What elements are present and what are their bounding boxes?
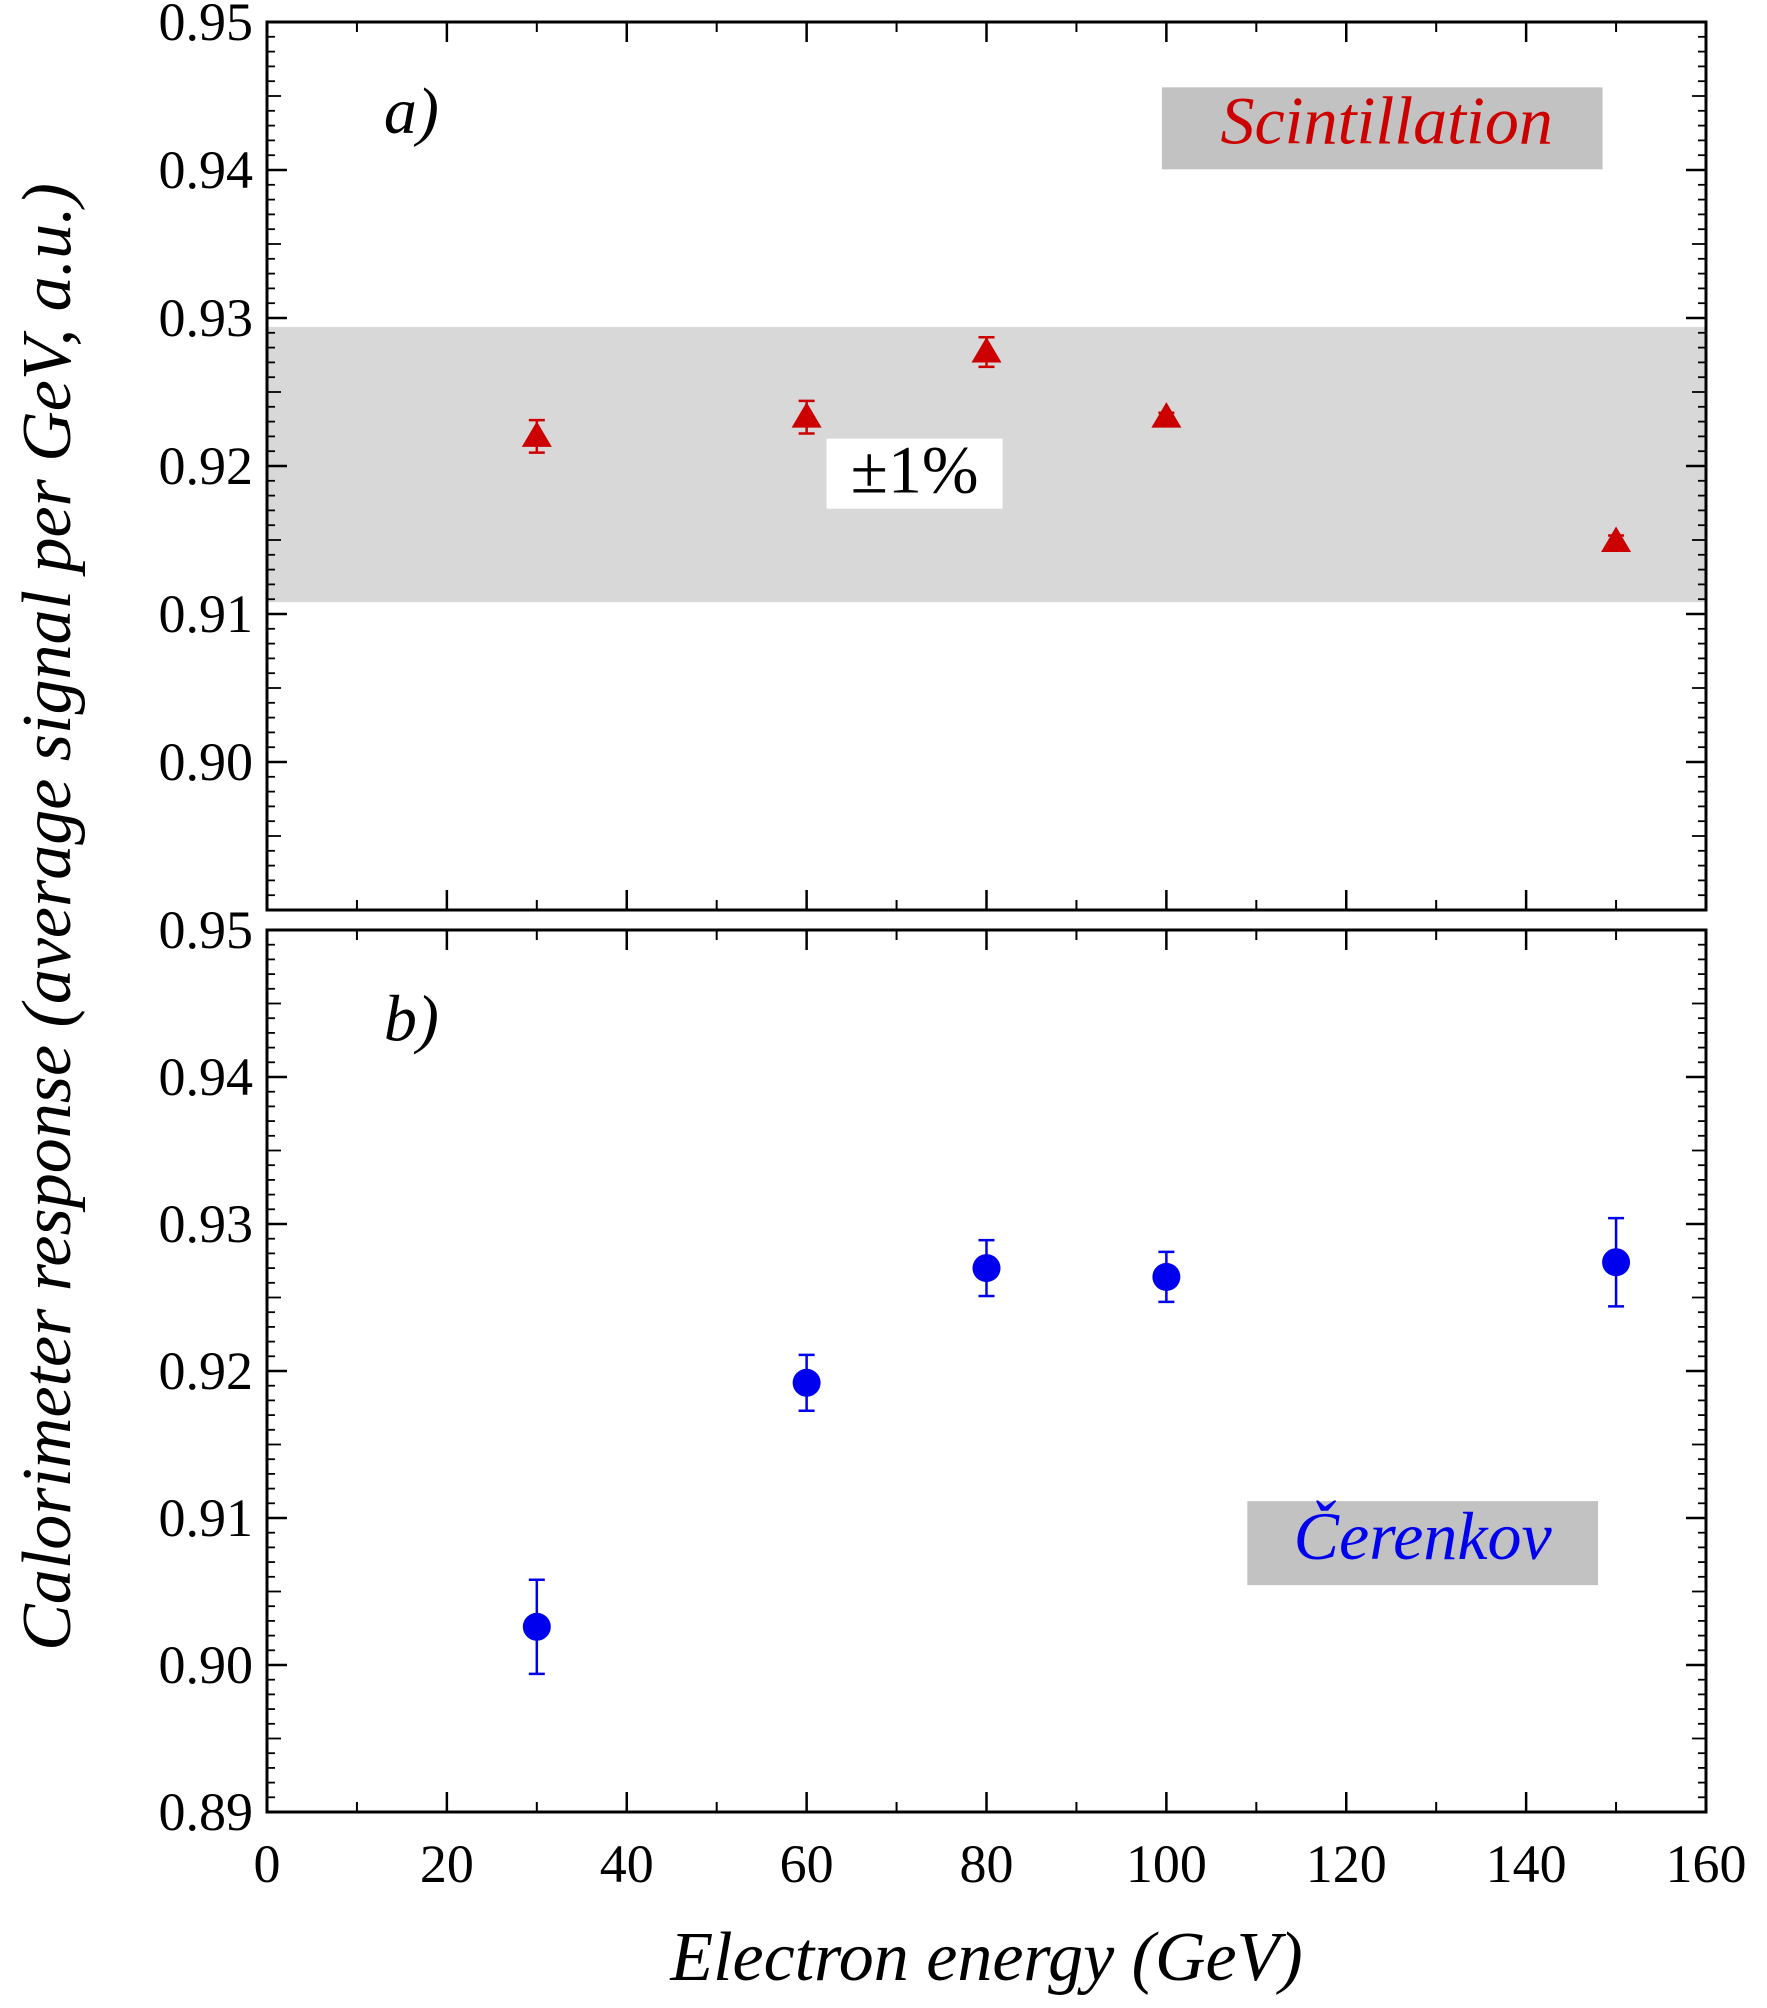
data-points-cerenkov	[522, 1216, 1631, 1676]
data-point	[972, 1238, 1001, 1298]
y-tick-label: 0.92	[159, 1341, 254, 1401]
y-tick-label: 0.94	[159, 140, 254, 200]
y-tick-label: 0.91	[159, 1488, 254, 1548]
data-point	[1152, 1250, 1181, 1304]
y-tick-labels-panel-a: 0.95 0.94 0.93 0.92 0.91 0.90	[159, 0, 254, 792]
x-tick-label: 140	[1486, 1834, 1567, 1894]
plot-frame-a	[265, 20, 1708, 912]
y-tick-label: 0.93	[159, 1194, 254, 1254]
triangle-marker	[791, 402, 822, 428]
data-point	[971, 335, 1002, 369]
triangle-marker	[1601, 526, 1632, 552]
data-point	[1151, 402, 1182, 428]
band-label: ±1%	[851, 432, 979, 508]
circle-marker	[1152, 1262, 1181, 1291]
y-tick-label: 0.95	[159, 0, 254, 52]
x-tick-label: 20	[420, 1834, 474, 1894]
y-axis-title: Calorimeter response (average signal per…	[9, 183, 86, 1651]
series-label-cerenkov: Čerenkov	[1294, 1498, 1553, 1574]
data-point	[1601, 526, 1632, 552]
circle-marker	[792, 1368, 821, 1397]
y-tick-label: 0.94	[159, 1047, 254, 1107]
data-point	[792, 1353, 821, 1412]
y-tick-label: 0.90	[159, 1635, 254, 1695]
x-tick-label: 0	[254, 1834, 281, 1894]
panel-b: 0.95 0.94 0.93 0.92 0.91 0.90 0.89 b) Čerenkov	[159, 900, 1708, 1842]
x-tick-label: 100	[1126, 1834, 1207, 1894]
plot-frame-b	[265, 928, 1708, 1814]
y-tick-label: 0.91	[159, 584, 254, 644]
data-point	[522, 1578, 551, 1676]
series-label-background-b	[1247, 1501, 1599, 1586]
data-point	[791, 399, 822, 435]
y-tick-label: 0.95	[159, 900, 254, 960]
x-tick-label: 60	[780, 1834, 834, 1894]
x-axis-title: Electron energy (GeV)	[669, 1919, 1302, 1996]
triangle-marker	[971, 337, 1002, 363]
series-label-background-a	[1161, 87, 1603, 170]
x-tick-label: 160	[1666, 1834, 1747, 1894]
triangle-marker	[521, 421, 552, 447]
y-tick-label: 0.92	[159, 436, 254, 496]
x-tick-labels: 0 20 40 60 80 100 120 140 160	[254, 1834, 1747, 1894]
y-tick-label: 0.93	[159, 288, 254, 348]
panel-label-a: a)	[384, 75, 439, 148]
data-point	[521, 418, 552, 454]
y-tick-labels-panel-b: 0.95 0.94 0.93 0.92 0.91 0.90 0.89	[159, 900, 254, 1842]
x-tick-label: 80	[960, 1834, 1014, 1894]
panel-label-b: b)	[384, 982, 439, 1055]
band-label-background	[826, 438, 1003, 509]
circle-marker	[522, 1612, 551, 1641]
x-tick-label: 120	[1306, 1834, 1387, 1894]
circle-marker	[1602, 1248, 1631, 1277]
ticks-panel-b	[265, 928, 1708, 1814]
data-points-scintillation	[521, 335, 1632, 552]
y-tick-label: 0.90	[159, 732, 254, 792]
x-tick-label: 40	[600, 1834, 654, 1894]
data-point	[1602, 1216, 1631, 1308]
triangle-marker	[1151, 402, 1182, 428]
circle-marker	[972, 1254, 1001, 1283]
y-tick-label: 0.89	[159, 1782, 254, 1842]
series-label-scintillation: Scintillation	[1221, 82, 1553, 158]
panel-a: ±1% 0.95 0.94 0.93 0.92 0.91 0.90 a) Scintill…	[159, 0, 1708, 912]
